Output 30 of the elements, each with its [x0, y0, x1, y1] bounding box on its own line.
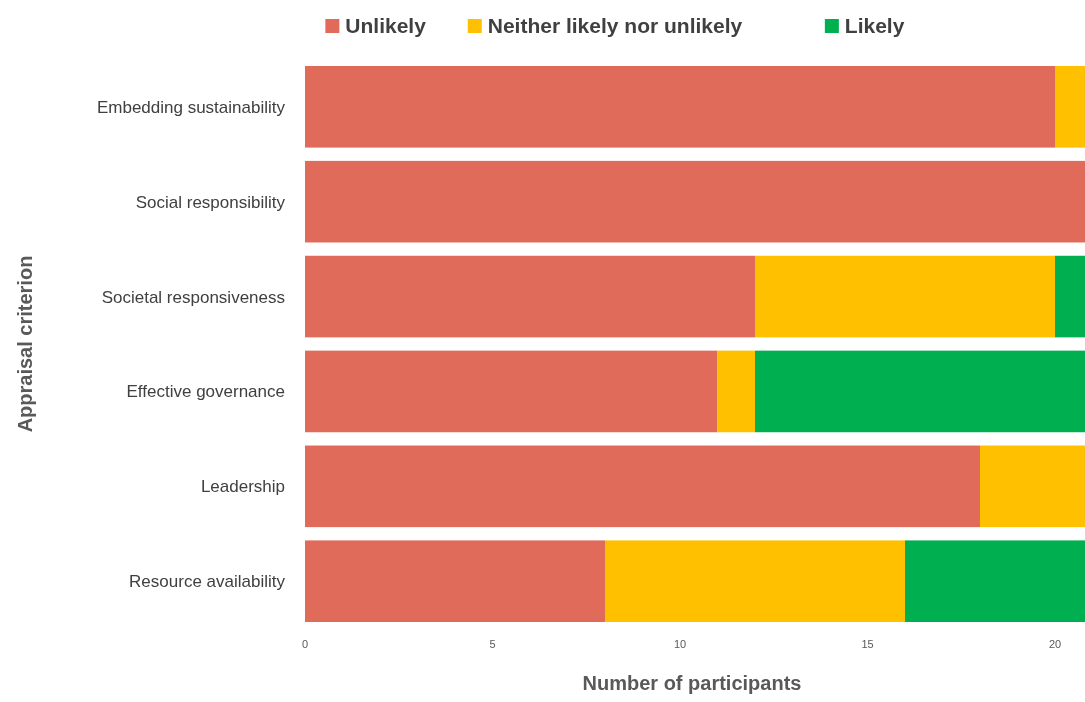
- x-tick-label: 5: [489, 638, 496, 650]
- x-tick-label: 0: [301, 638, 309, 650]
- y-tick-label: Societal responsiveness: [101, 287, 285, 307]
- bar: [755, 255, 1055, 338]
- bar: [980, 445, 1085, 528]
- bar: [305, 160, 1085, 243]
- y-tick-label: Leadership: [200, 477, 285, 497]
- bar: [905, 540, 1085, 622]
- bar: [1055, 255, 1085, 338]
- y-tick-label: Resource availability: [129, 572, 286, 592]
- legend-label: Neither likely nor unlikely: [487, 14, 743, 38]
- bar: [305, 540, 605, 622]
- x-tick-label: 10: [673, 638, 687, 650]
- bar: [717, 350, 755, 433]
- legend-label: Unlikely: [345, 14, 427, 38]
- bar: [755, 350, 1085, 433]
- bar: [1055, 66, 1085, 148]
- y-tick-label: Effective governance: [126, 382, 285, 402]
- bar: [605, 540, 905, 622]
- y-tick-label: Social responsibility: [135, 192, 286, 212]
- x-tick-label: 20: [1048, 638, 1062, 650]
- y-axis-title: Appraisal criterion: [14, 255, 36, 433]
- legend-label: Likely: [844, 14, 905, 38]
- bar: [305, 255, 755, 338]
- x-tick-label: 15: [861, 638, 874, 650]
- x-axis-title: Number of participants: [582, 672, 802, 694]
- y-tick-label: Embedding sustainability: [96, 97, 286, 117]
- bar: [305, 66, 1055, 148]
- bar: [305, 350, 718, 433]
- bar: [305, 445, 980, 528]
